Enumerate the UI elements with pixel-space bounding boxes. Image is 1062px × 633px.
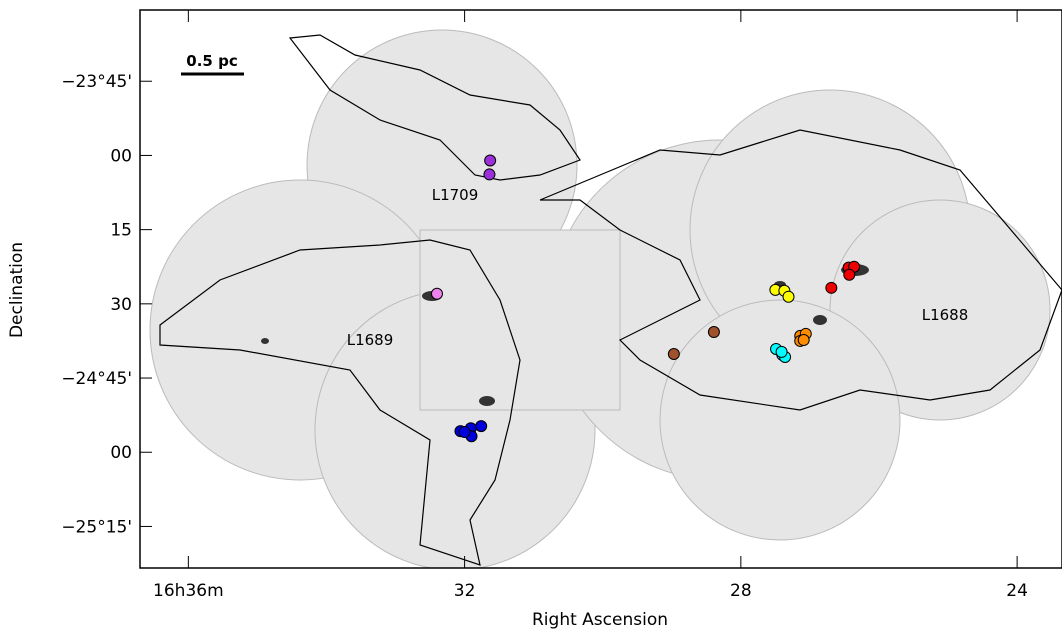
- region-label: L1709: [432, 186, 479, 204]
- sky-image: [150, 30, 1062, 570]
- x-tick-label: 16h36m: [153, 581, 224, 601]
- source-marker: [844, 269, 855, 280]
- x-tick-label: 24: [1006, 581, 1028, 601]
- chart: 0.5 pc L1709 L1689 L1688 Right Ascension…: [0, 0, 1062, 633]
- scale-label: 0.5 pc: [186, 52, 237, 70]
- source-marker: [783, 291, 794, 302]
- y-tick-label: −25°15': [61, 517, 132, 537]
- y-tick-label: −23°45': [61, 72, 132, 92]
- source-marker: [485, 155, 496, 166]
- x-tick-label: 32: [454, 581, 476, 601]
- source-marker: [668, 349, 679, 360]
- y-tick-label: 00: [110, 146, 132, 166]
- source-marker: [476, 421, 487, 432]
- source-marker: [431, 288, 442, 299]
- source-marker: [798, 335, 809, 346]
- x-tick-label: 28: [730, 581, 752, 601]
- y-tick-label: 15: [110, 221, 132, 241]
- source-marker: [776, 346, 787, 357]
- source-marker: [708, 327, 719, 338]
- source-marker: [484, 169, 495, 180]
- y-tick-label: −24°45': [61, 369, 132, 389]
- y-tick-label: 00: [110, 443, 132, 463]
- source-marker: [459, 427, 470, 438]
- x-axis-label: Right Ascension: [532, 610, 668, 630]
- source-marker: [826, 282, 837, 293]
- y-axis-label: Declination: [7, 242, 27, 338]
- y-tick-label: 30: [110, 295, 132, 315]
- region-label: L1689: [347, 331, 394, 349]
- region-label: L1688: [922, 306, 969, 324]
